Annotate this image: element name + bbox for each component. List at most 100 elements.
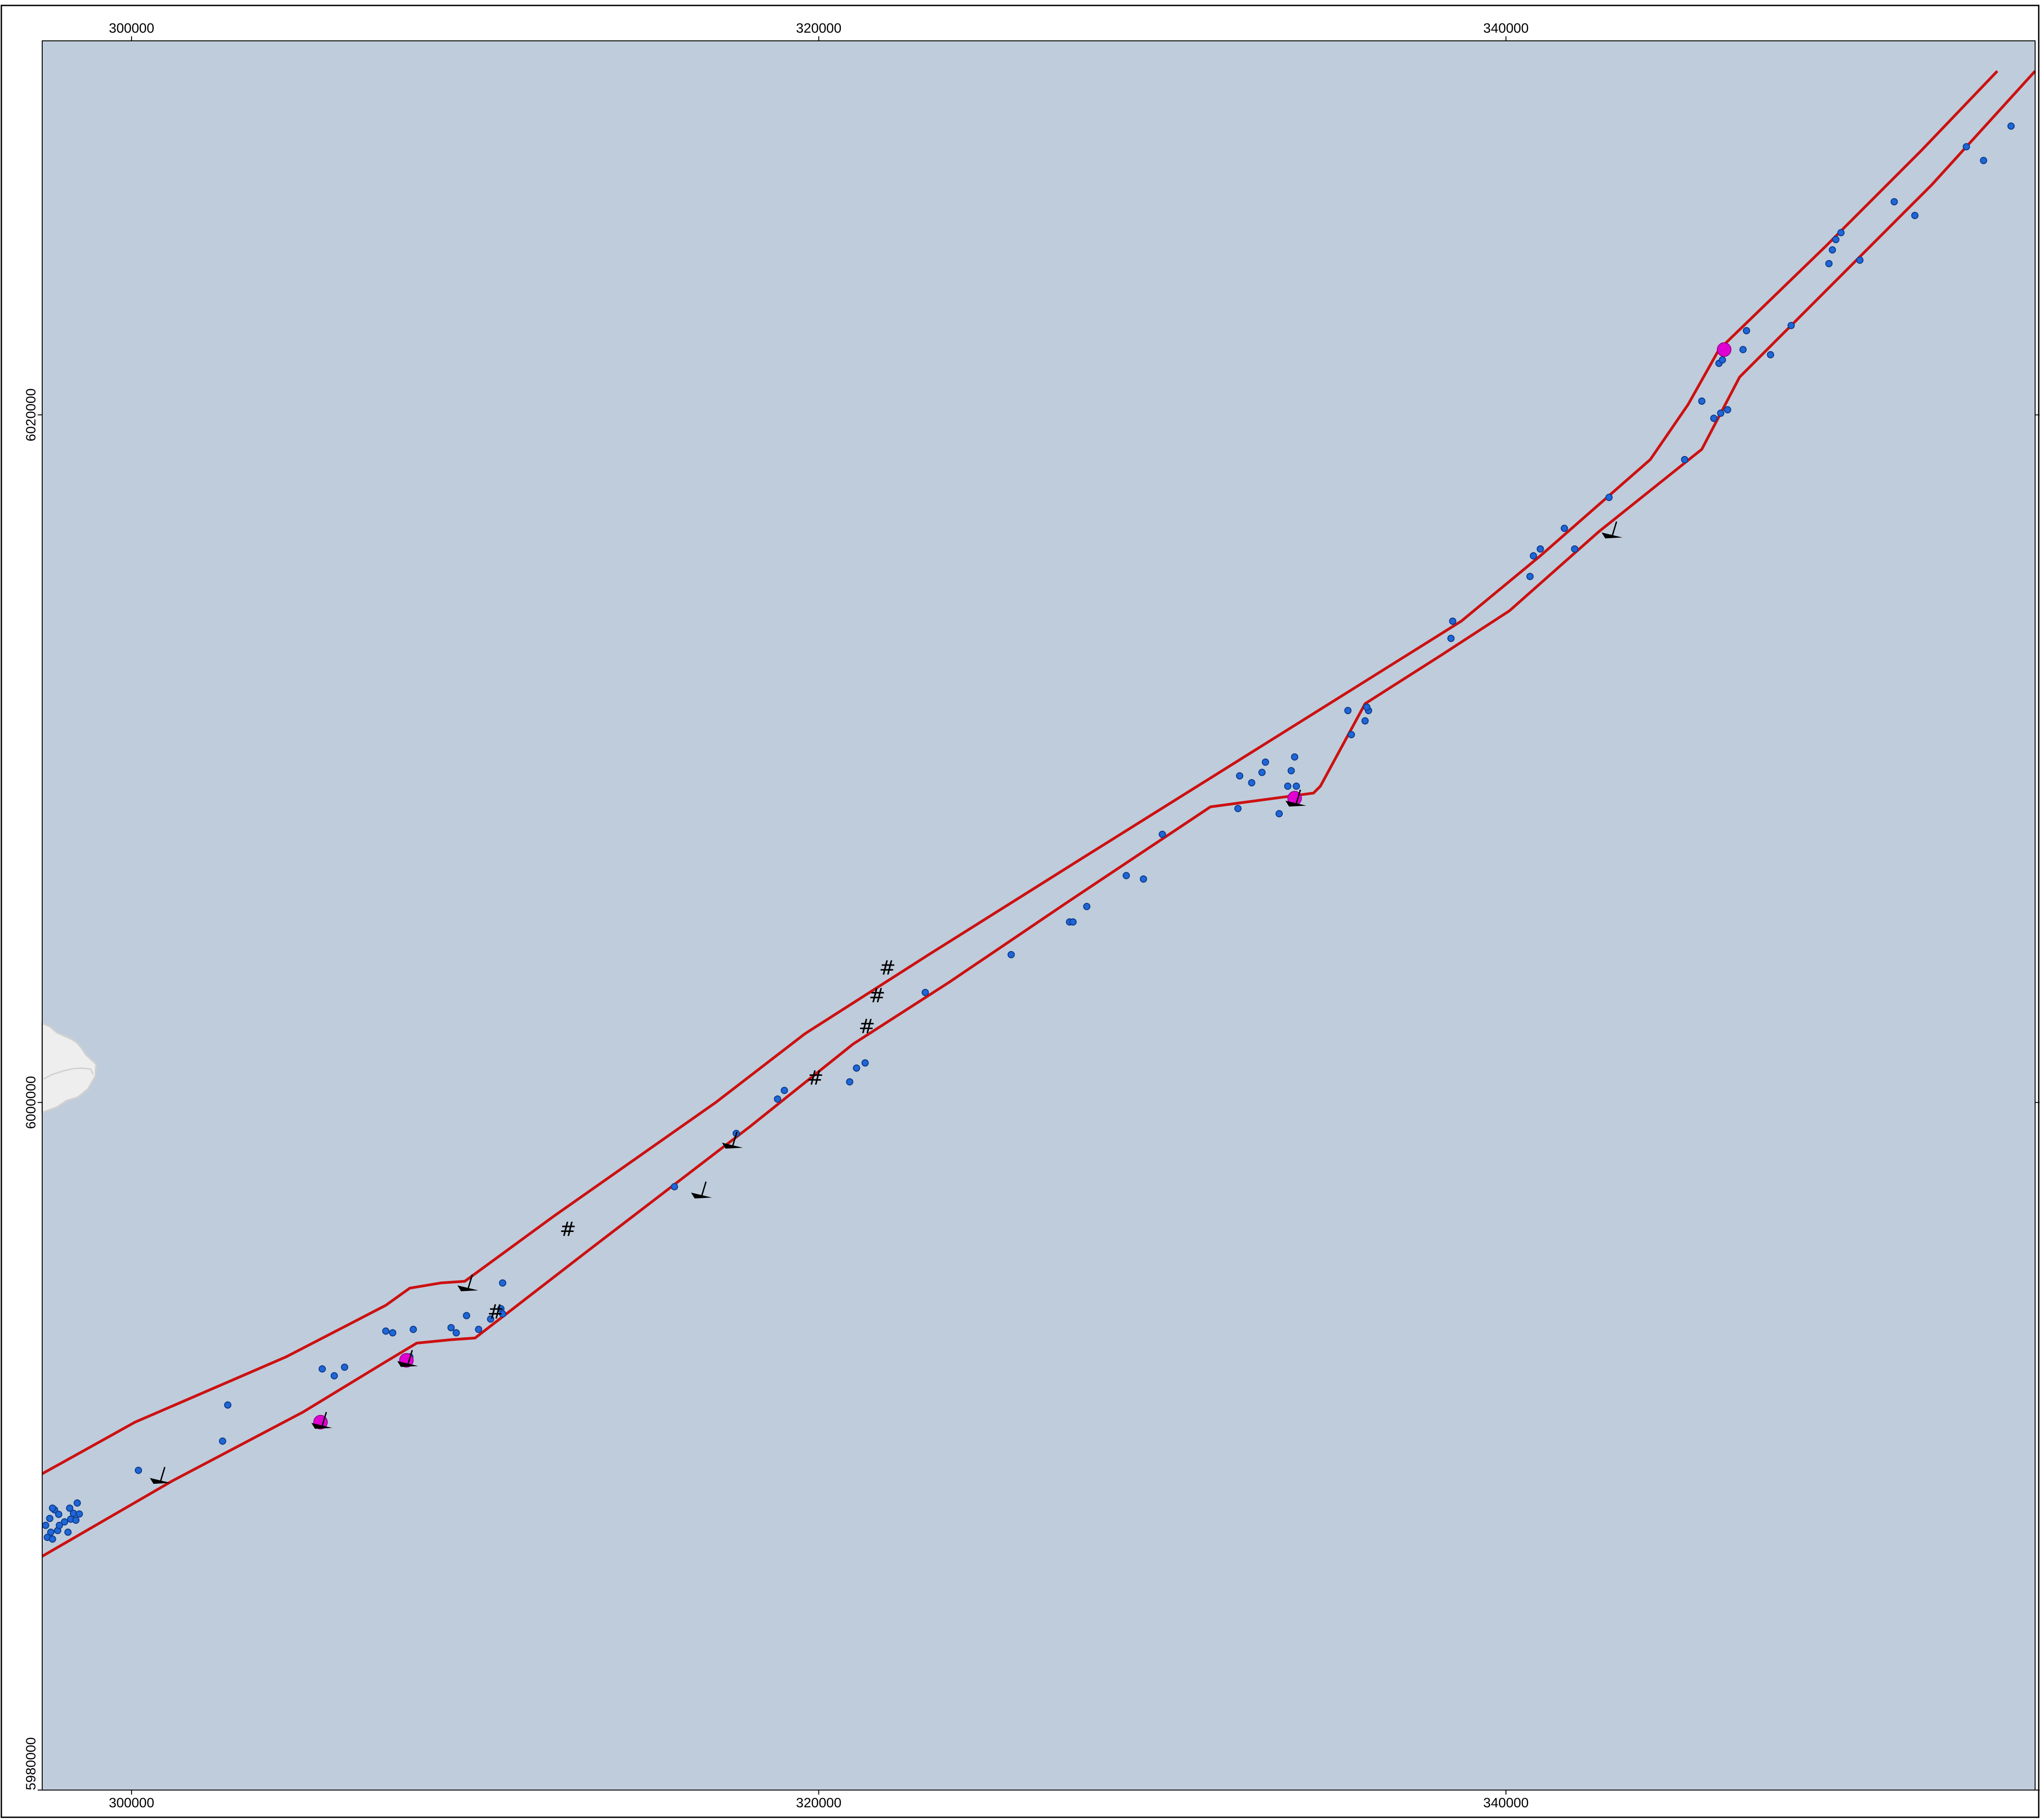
survey-point[interactable] xyxy=(1363,703,1371,711)
survey-point[interactable] xyxy=(1348,731,1355,738)
survey-point[interactable] xyxy=(46,1515,54,1522)
survey-point[interactable] xyxy=(1837,229,1845,236)
survey-point[interactable] xyxy=(1287,767,1295,775)
survey-point[interactable] xyxy=(72,1516,80,1524)
vessel-marker-icon[interactable] xyxy=(1285,790,1306,807)
survey-point[interactable] xyxy=(1158,830,1166,838)
survey-point[interactable] xyxy=(55,1511,63,1518)
survey-point[interactable] xyxy=(1083,903,1091,910)
survey-point[interactable] xyxy=(447,1324,455,1331)
survey-point[interactable] xyxy=(1825,260,1833,267)
survey-point[interactable] xyxy=(1123,872,1130,879)
survey-point[interactable] xyxy=(1829,246,1836,254)
survey-point[interactable] xyxy=(389,1329,397,1337)
survey-point[interactable] xyxy=(1911,211,1918,219)
vessel-marker-icon[interactable] xyxy=(397,1350,418,1367)
survey-point[interactable] xyxy=(382,1327,390,1335)
survey-point[interactable] xyxy=(330,1372,338,1380)
survey-point[interactable] xyxy=(1284,782,1291,790)
survey-point[interactable] xyxy=(42,1521,49,1529)
hash-marker-icon[interactable]: # xyxy=(487,1300,504,1324)
survey-point[interactable] xyxy=(1605,494,1613,501)
survey-point[interactable] xyxy=(75,1510,83,1518)
highlight-point[interactable] xyxy=(1717,342,1732,357)
survey-point[interactable] xyxy=(463,1312,471,1320)
survey-point[interactable] xyxy=(224,1401,231,1409)
survey-point[interactable] xyxy=(1007,951,1015,958)
survey-point[interactable] xyxy=(1560,525,1568,532)
survey-point[interactable] xyxy=(1962,143,1970,151)
survey-point[interactable] xyxy=(671,1183,678,1191)
survey-point[interactable] xyxy=(499,1310,506,1318)
survey-point[interactable] xyxy=(1742,327,1750,334)
survey-point[interactable] xyxy=(1739,346,1747,353)
survey-point[interactable] xyxy=(219,1437,226,1445)
survey-point[interactable] xyxy=(1718,356,1726,364)
survey-point[interactable] xyxy=(780,1087,788,1094)
vessel-marker-icon[interactable] xyxy=(1601,521,1623,539)
survey-point[interactable] xyxy=(1681,456,1688,463)
survey-point[interactable] xyxy=(1261,758,1269,766)
survey-point[interactable] xyxy=(1291,753,1299,761)
hash-marker-icon[interactable]: # xyxy=(559,1218,576,1241)
survey-point[interactable] xyxy=(1344,706,1352,714)
survey-point[interactable] xyxy=(49,1504,56,1512)
survey-point[interactable] xyxy=(1530,552,1537,559)
survey-point[interactable] xyxy=(1292,782,1300,790)
survey-point[interactable] xyxy=(853,1064,860,1072)
map-area[interactable]: # # # # # # xyxy=(41,41,2036,1790)
survey-point[interactable] xyxy=(55,1521,63,1529)
survey-point[interactable] xyxy=(1447,634,1455,642)
survey-point[interactable] xyxy=(1710,414,1717,422)
survey-point[interactable] xyxy=(487,1315,495,1323)
survey-point[interactable] xyxy=(64,1528,72,1536)
survey-point[interactable] xyxy=(452,1329,460,1337)
vessel-marker-icon[interactable] xyxy=(150,1467,171,1484)
survey-point[interactable] xyxy=(2007,122,2015,130)
survey-point[interactable] xyxy=(1832,235,1840,243)
vessel-marker-icon[interactable] xyxy=(311,1412,333,1429)
survey-point[interactable] xyxy=(1717,409,1725,417)
survey-point[interactable] xyxy=(1361,717,1369,725)
survey-point[interactable] xyxy=(1890,198,1898,206)
survey-point[interactable] xyxy=(1787,322,1795,329)
survey-point[interactable] xyxy=(1248,779,1256,787)
survey-point[interactable] xyxy=(861,1059,869,1067)
survey-point[interactable] xyxy=(341,1364,348,1371)
survey-point[interactable] xyxy=(1069,918,1077,926)
survey-point[interactable] xyxy=(1139,875,1147,883)
survey-point[interactable] xyxy=(1526,573,1534,580)
vessel-marker-icon[interactable] xyxy=(457,1274,478,1291)
hash-marker-icon[interactable]: # xyxy=(869,984,886,1007)
survey-point[interactable] xyxy=(1724,406,1732,413)
survey-point[interactable] xyxy=(66,1504,74,1512)
survey-point[interactable] xyxy=(1980,157,1987,164)
hash-marker-icon[interactable]: # xyxy=(879,957,896,980)
survey-point[interactable] xyxy=(1234,805,1242,812)
survey-point[interactable] xyxy=(1258,769,1266,776)
survey-point[interactable] xyxy=(1449,617,1457,625)
survey-point[interactable] xyxy=(319,1365,326,1373)
hash-marker-icon[interactable]: # xyxy=(859,1015,875,1038)
survey-point[interactable] xyxy=(1276,810,1283,818)
survey-point[interactable] xyxy=(47,1528,54,1536)
survey-point[interactable] xyxy=(922,989,929,996)
survey-point[interactable] xyxy=(74,1499,81,1507)
survey-point[interactable] xyxy=(1536,545,1544,553)
survey-point[interactable] xyxy=(499,1279,506,1287)
survey-point[interactable] xyxy=(409,1325,417,1333)
vessel-marker-icon[interactable] xyxy=(722,1131,743,1149)
hash-marker-icon[interactable]: # xyxy=(807,1067,824,1090)
survey-point[interactable] xyxy=(1766,351,1774,358)
vessel-marker-icon[interactable] xyxy=(691,1181,712,1199)
survey-point[interactable] xyxy=(846,1078,854,1086)
survey-point[interactable] xyxy=(774,1095,781,1103)
survey-point[interactable] xyxy=(61,1518,69,1526)
survey-point[interactable] xyxy=(1856,256,1864,264)
survey-point[interactable] xyxy=(135,1467,142,1474)
survey-point[interactable] xyxy=(1571,545,1579,553)
survey-point[interactable] xyxy=(1236,772,1243,780)
survey-point[interactable] xyxy=(49,1535,56,1543)
survey-point[interactable] xyxy=(1698,397,1706,405)
survey-point[interactable] xyxy=(475,1325,482,1333)
